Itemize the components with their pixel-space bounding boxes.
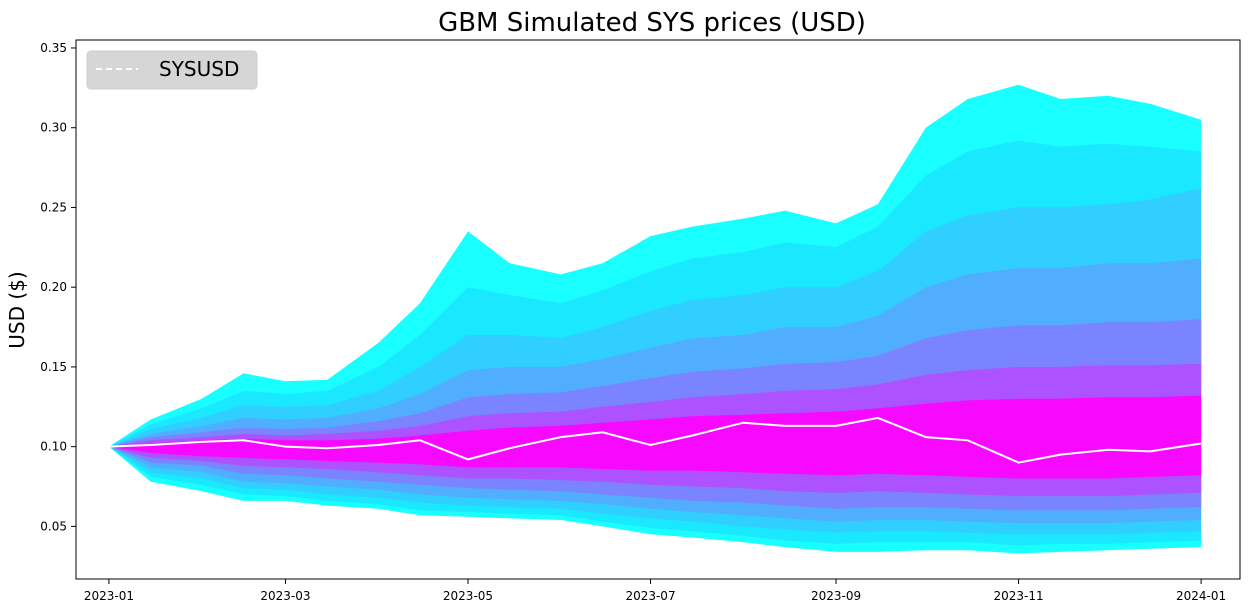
y-tick-label: 0.15 — [40, 360, 67, 374]
x-tick-label: 2023-05 — [443, 589, 493, 603]
legend-box — [86, 50, 258, 90]
y-tick-label: 0.25 — [40, 200, 67, 214]
x-tick-label: 2023-07 — [625, 589, 675, 603]
chart-title: GBM Simulated SYS prices (USD) — [438, 8, 866, 38]
y-tick-label: 0.30 — [40, 121, 67, 135]
median-line — [108, 416, 1202, 464]
y-axis-label: USD ($) — [5, 271, 29, 348]
x-axis-ticks: 2023-01 2023-03 2023-05 2023-07 2023-09 2023-… — [84, 579, 1226, 603]
y-axis-ticks: 0.05 0.10 0.15 0.20 0.25 0.30 0.35 — [40, 41, 76, 533]
y-tick-label: 0.35 — [40, 41, 67, 55]
legend: SYSUSD — [86, 50, 258, 90]
x-tick-label: 2024-01 — [1176, 589, 1226, 603]
legend-label-sysusd: SYSUSD — [159, 57, 239, 81]
simulation-bands — [108, 84, 1202, 554]
x-tick-label: 2023-03 — [260, 589, 310, 603]
x-tick-label: 2023-01 — [84, 589, 134, 603]
y-tick-label: 0.10 — [40, 440, 67, 454]
x-tick-label: 2023-09 — [811, 589, 861, 603]
simulation-band-7 — [108, 395, 1202, 479]
plot-frame — [75, 39, 1241, 580]
x-tick-label: 2023-11 — [994, 589, 1044, 603]
series-line-sysusd — [108, 416, 1202, 464]
y-tick-label: 0.05 — [40, 519, 67, 533]
y-tick-label: 0.20 — [40, 280, 67, 294]
